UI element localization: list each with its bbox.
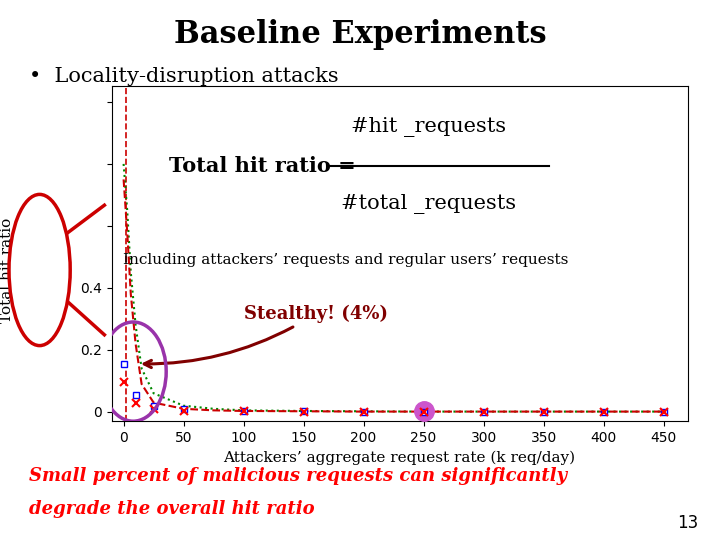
Text: #total _requests: #total _requests: [341, 194, 516, 214]
Text: degrade the overall hit ratio: degrade the overall hit ratio: [29, 500, 315, 517]
X-axis label: Attackers’ aggregate request rate (k req/day): Attackers’ aggregate request rate (k req…: [223, 450, 576, 465]
Text: 13: 13: [677, 514, 698, 532]
Text: Small percent of malicious requests can significantly: Small percent of malicious requests can …: [29, 467, 567, 485]
Text: Total hit ratio =: Total hit ratio =: [169, 157, 356, 177]
Text: #hit _requests: #hit _requests: [351, 117, 506, 137]
Text: Baseline Experiments: Baseline Experiments: [174, 19, 546, 50]
Text: •  Locality-disruption attacks: • Locality-disruption attacks: [29, 68, 338, 86]
Text: Including attackers’ requests and regular users’ requests: Including attackers’ requests and regula…: [123, 253, 569, 267]
Text: Total hit ratio: Total hit ratio: [0, 218, 14, 322]
Text: Stealthy! (4%): Stealthy! (4%): [144, 305, 387, 368]
